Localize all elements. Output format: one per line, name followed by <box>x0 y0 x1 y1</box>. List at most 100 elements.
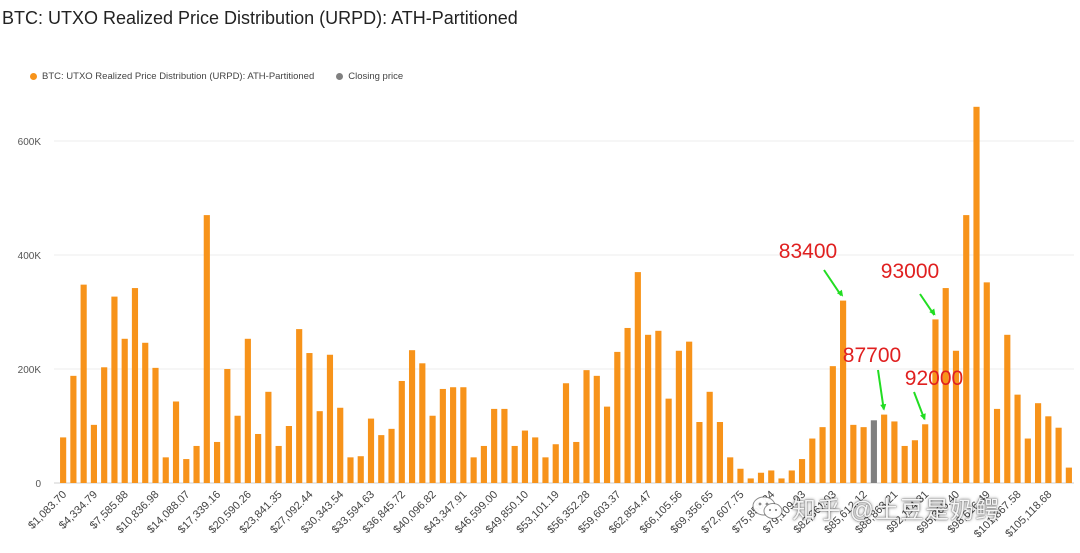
bar <box>737 468 744 483</box>
bar <box>901 445 908 483</box>
bar <box>1055 427 1062 483</box>
bar <box>398 380 405 483</box>
bar <box>142 342 149 483</box>
bar <box>552 444 559 483</box>
bar <box>101 367 108 483</box>
bar <box>121 338 128 483</box>
bar <box>532 437 539 483</box>
bar <box>326 354 334 483</box>
annotation-arrowhead <box>880 403 887 411</box>
bar <box>296 329 303 483</box>
bar <box>80 284 87 483</box>
legend-item-closing-price[interactable]: Closing price <box>336 71 403 82</box>
watermark: 知乎 @土豆是奶鳄 <box>752 490 1000 525</box>
y-tick-label: 200K <box>18 365 42 376</box>
bar <box>583 370 590 483</box>
bar <box>942 288 949 483</box>
bar <box>491 408 498 483</box>
bar <box>90 424 97 483</box>
bar <box>686 341 693 483</box>
bar <box>1014 394 1021 483</box>
bar <box>562 383 570 483</box>
bar <box>70 375 77 483</box>
annotation-label: 83400 <box>779 240 837 263</box>
legend-label-closing-price: Closing price <box>348 70 404 82</box>
bar <box>162 457 169 483</box>
watermark-text: 知乎 @土豆是奶鳄 <box>792 497 1001 524</box>
y-tick-label: 600K <box>18 137 42 148</box>
bar <box>183 459 190 483</box>
bar <box>203 215 210 483</box>
bar <box>1035 403 1042 483</box>
y-tick-label: 400K <box>18 251 42 262</box>
legend-swatch-closing-price <box>336 72 344 80</box>
bar <box>922 424 929 483</box>
bar <box>798 459 806 483</box>
bar <box>306 353 313 483</box>
bar <box>450 387 457 483</box>
bar <box>819 427 826 483</box>
legend-item-urpd[interactable]: BTC: UTXO Realized Price Distribution (U… <box>30 71 314 82</box>
annotation-label: 87700 <box>843 344 901 367</box>
bar <box>1004 334 1011 483</box>
bar <box>716 422 724 483</box>
bar <box>911 440 919 483</box>
legend-swatch-urpd <box>30 72 37 80</box>
bar <box>624 327 631 483</box>
y-tick-label: 0 <box>35 479 41 490</box>
bar <box>757 472 765 483</box>
bar <box>973 106 980 484</box>
bar <box>840 300 847 483</box>
bar <box>193 445 200 483</box>
bar <box>337 407 344 483</box>
bar <box>501 408 508 483</box>
closing-price-bar <box>870 420 877 483</box>
bar <box>378 435 385 483</box>
bar <box>152 367 159 483</box>
bar <box>367 418 375 483</box>
annotation-arrow <box>823 269 842 296</box>
bar <box>860 427 867 483</box>
bar <box>255 433 262 483</box>
bar <box>1024 438 1031 483</box>
bar <box>983 282 990 483</box>
bar <box>244 338 251 483</box>
bar <box>696 422 703 483</box>
bar <box>213 441 221 483</box>
bar <box>932 319 939 483</box>
bar <box>603 406 611 483</box>
annotation-arrow <box>877 369 885 410</box>
bar <box>1065 467 1072 483</box>
bar <box>419 363 426 483</box>
bar <box>542 457 549 483</box>
bar <box>675 350 682 483</box>
bar <box>747 478 754 483</box>
bar <box>285 426 292 483</box>
annotation-label: 93000 <box>881 260 939 283</box>
bar <box>408 350 416 483</box>
legend: BTC: UTXO Realized Price Distribution (U… <box>30 69 425 83</box>
bar <box>347 457 354 483</box>
bar <box>470 457 477 483</box>
bar <box>706 391 713 483</box>
bar <box>768 470 775 483</box>
bar <box>850 424 857 483</box>
chart-title: BTC: UTXO Realized Price Distribution (U… <box>2 8 518 28</box>
annotation-arrowhead <box>929 308 936 316</box>
bar <box>131 288 139 483</box>
bar <box>172 401 180 483</box>
bar <box>224 369 231 483</box>
bar <box>234 415 241 483</box>
bar <box>1045 416 1052 483</box>
bar <box>460 387 467 483</box>
bar <box>655 330 662 483</box>
wechat-icon <box>752 496 783 519</box>
annotation-arrowhead <box>836 289 844 297</box>
bar <box>809 438 816 483</box>
bar <box>634 272 641 483</box>
bar <box>111 296 118 483</box>
bar <box>665 398 672 483</box>
bar <box>316 411 323 483</box>
bar <box>593 375 600 483</box>
